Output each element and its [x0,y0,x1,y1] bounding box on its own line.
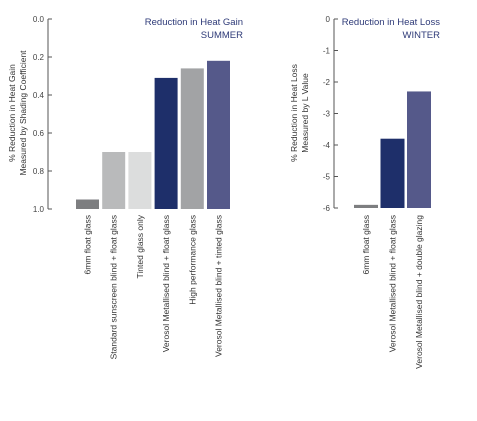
winter-category-label: Verosol Metallised blind + float glass [388,215,398,352]
summer-category-label: Tinted glass only [135,214,145,278]
summer-bar [102,152,126,209]
summer-category-label: High performance glass [187,215,197,305]
winter-ylabel-line-1: % Reduction in Heat Loss [289,64,299,162]
summer-y-tick-label: 0.2 [33,53,45,62]
summer-category-label: Verosol Metallised blind + float glass [161,215,171,352]
summer-bar [154,77,178,210]
winter-y-tick-label: -6 [323,204,331,213]
summer-y-tick-label: 0.4 [33,91,45,100]
summer-chart-subtitle: SUMMER [201,30,243,41]
summer-ylabel-line-1: % Reduction in Heat Gain [7,64,17,162]
winter-y-tick-label: -5 [323,173,331,182]
winter-chart: 0 -1 -2 -3 -4 -5 -6 6mm float glass Verosol Meta… [323,15,431,369]
winter-bar [380,138,405,208]
summer-y-tick-label: 0.0 [33,15,45,24]
summer-y-tick-label: 1.0 [33,205,45,214]
winter-y-tick-label: -2 [323,78,331,87]
winter-y-tick-label: -3 [323,110,331,119]
winter-bar [354,204,378,208]
winter-ylabel-line-2: Measured by L Value [300,73,310,153]
summer-y-tick-label: 0.8 [33,167,45,176]
winter-chart-subtitle: WINTER [403,30,441,41]
winter-y-tick-label: 0 [326,15,331,24]
summer-ylabel-line-2: Measured by Shading Coefficient [18,50,28,176]
winter-category-label: 6mm float glass [361,215,371,275]
summer-bar [207,60,230,209]
summer-y-tick-label: 0.6 [33,129,45,138]
summer-chart: 0.0 0.2 0.4 0.6 0.8 1.0 6mm float glass Standar… [33,15,230,359]
winter-category-label: Verosol Metallised blind + double glazin… [414,215,424,369]
summer-bar [180,68,204,210]
summer-bar [128,152,152,209]
summer-category-label: 6mm float glass [83,215,93,275]
summer-bar [76,199,99,209]
winter-y-tick-label: -4 [323,141,331,150]
winter-bar [407,91,431,208]
summer-category-label: Standard sunscreen blind + float glass [109,215,119,359]
summer-category-label: Verosol Metallised blind + tinted glass [214,215,224,357]
winter-y-tick-label: -1 [323,47,331,56]
winter-chart-title: Reduction in Heat Loss [342,17,440,28]
summer-chart-title: Reduction in Heat Gain [145,17,243,28]
